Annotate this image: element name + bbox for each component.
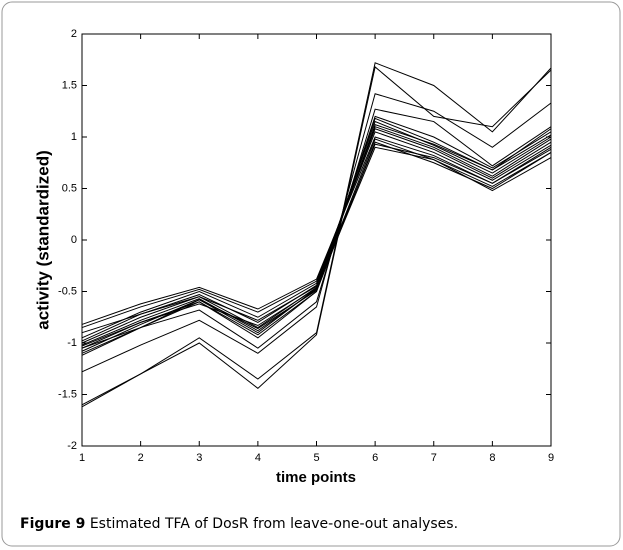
series-line [81,66,552,406]
caption: Figure 9 Estimated TFA of DosR from leav… [20,516,458,532]
y-tick-label: 0.5 [62,182,77,194]
x-tick-label: 5 [313,452,319,464]
series-line [81,143,552,334]
series-line [81,108,552,356]
x-tick-label: 1 [79,452,85,464]
series-line [81,136,552,325]
series-line [81,128,552,339]
x-tick-label: 9 [548,452,554,464]
y-tick-label: 1 [71,131,77,143]
x-axis-label: time points [276,469,356,486]
y-tick-label: -2 [67,440,77,452]
y-tick-label: -1 [67,337,77,349]
caption-label: Figure 9 [20,516,85,532]
caption-text: Estimated TFA of DosR from leave-one-out… [90,516,458,532]
x-tick-label: 3 [196,452,202,464]
series-line [81,93,552,373]
y-tick-label: 2 [71,28,77,40]
x-tick-label: 7 [431,452,437,464]
series-line [81,131,552,329]
y-tick-label: -1.5 [58,388,77,400]
y-tick-label: -0.5 [58,285,77,297]
x-tick-label: 6 [372,452,378,464]
y-axis-label: activity (standardized) [33,150,52,330]
x-tick-label: 8 [489,452,495,464]
series-line [81,146,552,347]
plot-area [81,33,552,447]
series-line [81,124,552,349]
y-tick-label: 1.5 [62,79,77,91]
x-tick-label: 4 [255,452,261,464]
x-tick-label: 2 [138,452,144,464]
y-tick-label: 0 [71,234,77,246]
